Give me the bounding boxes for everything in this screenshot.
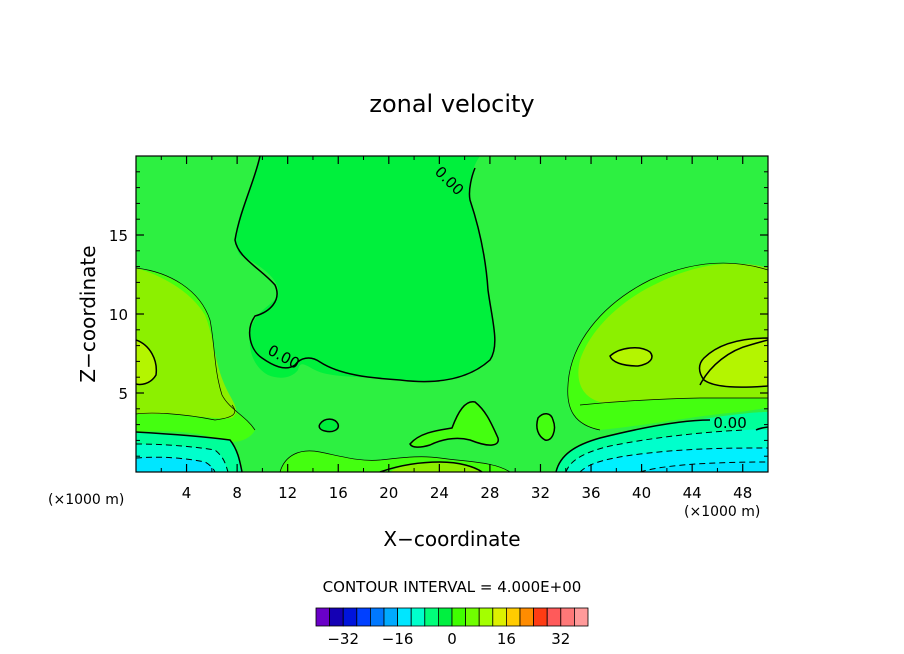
contour-line-zero-bottom <box>379 461 483 472</box>
colorbar-swatch <box>519 607 535 627</box>
colorbar-swatch <box>342 607 358 627</box>
colorbar-swatch <box>533 607 548 627</box>
colorbar-swatch <box>574 607 589 627</box>
x-tick-label: 44 <box>683 484 702 502</box>
contour-region-left-4-8 <box>136 268 237 419</box>
colorbar-swatch <box>478 607 494 627</box>
colorbar-swatch <box>410 607 426 627</box>
contour-line-bottom-mixed <box>279 450 511 472</box>
colorbar-tick-label: 0 <box>447 630 457 648</box>
contour-region-center <box>235 156 494 382</box>
colorbar-swatch <box>329 607 344 627</box>
colorbar-swatch <box>546 607 562 627</box>
x-tick-label: 16 <box>329 484 348 502</box>
x-tick-label: 24 <box>430 484 449 502</box>
colorbar-swatch <box>465 607 480 627</box>
x-axis-title: X−coordinate <box>383 527 520 551</box>
y-tick-label: 15 <box>109 227 128 245</box>
x-tick-label: 32 <box>531 484 550 502</box>
colorbar-swatch <box>424 607 439 627</box>
contour-line-neg-right-1 <box>565 429 746 472</box>
x-tick-label: 48 <box>733 484 752 502</box>
x-tick-label: 4 <box>182 484 192 502</box>
contour-line-pos8-right <box>579 397 768 406</box>
colorbar-swatch <box>315 607 331 627</box>
contour-region-right-8-12-b <box>610 347 652 366</box>
contour-region-island-b <box>536 413 555 441</box>
x-tick-label: 20 <box>379 484 398 502</box>
contour-interval-text: CONTOUR INTERVAL = 4.000E+00 <box>323 578 582 596</box>
x-tick-label: 12 <box>278 484 297 502</box>
colorbar-tick-label: −16 <box>382 630 414 648</box>
contour-line-pos4-right <box>567 262 768 431</box>
contour-line-pos8-left <box>136 404 236 421</box>
contour-region-right-neg-4 <box>640 462 768 472</box>
x-tick-label: 40 <box>632 484 651 502</box>
y-axis-title: Z−coordinate <box>76 245 100 382</box>
y-tick-label: 5 <box>118 385 128 403</box>
contour-line-zero-island-right <box>609 347 653 367</box>
contour-region-island-a <box>319 419 339 432</box>
colorbar-swatch <box>505 607 521 627</box>
contour-line-zero-right <box>699 339 768 386</box>
contour-region-left-8-12 <box>136 340 157 385</box>
contour-line-zero-island-left <box>136 339 158 386</box>
contour-line-zero-right-low <box>555 419 711 472</box>
colorbar-swatch <box>560 607 575 627</box>
contour-line-neg-left-2 <box>136 456 216 472</box>
x-tick-label: 28 <box>480 484 499 502</box>
colorbar-swatch <box>451 607 467 627</box>
colorbar-labels: −32 −16 0 16 32 <box>327 630 570 648</box>
y-axis-unit: (×1000 m) <box>48 492 124 508</box>
contour-line-neg-right-2 <box>579 447 768 472</box>
chart-title: zonal velocity <box>369 90 534 118</box>
colorbar-swatch <box>369 607 385 627</box>
colorbar-swatch <box>437 607 453 627</box>
contour-region-right-8-12-a <box>699 338 768 388</box>
colorbar-tick-label: 32 <box>551 630 570 648</box>
contour-line-zero-island-a <box>318 418 340 433</box>
colorbar-swatch <box>356 607 371 627</box>
contour-line-zero-left-low <box>136 431 243 472</box>
contour-line-zero-center <box>234 156 496 383</box>
colorbar-swatch <box>397 607 412 627</box>
contour-line-zero-island-right2 <box>698 337 768 388</box>
colorbar-swatch <box>492 607 507 627</box>
x-tick-label: 8 <box>232 484 242 502</box>
x-axis-ticks: 4 8 12 16 20 24 28 32 36 40 44 48 <box>160 156 752 502</box>
colorbar-swatch <box>383 607 399 627</box>
x-axis-unit: (×1000 m) <box>684 504 760 520</box>
contour-region-left-neg-3 <box>136 457 215 472</box>
contour-label: 0.00 <box>713 414 746 432</box>
colorbar-tick-label: −32 <box>327 630 359 648</box>
colorbar <box>315 607 589 627</box>
y-tick-label: 10 <box>109 306 128 324</box>
contour-lines <box>136 156 768 472</box>
y-axis-ticks: 5 10 15 <box>109 171 768 457</box>
contour-line-neg-left-1 <box>136 443 229 472</box>
x-tick-label: 36 <box>581 484 600 502</box>
colorbar-tick-label: 16 <box>497 630 516 648</box>
contour-line-zero-island <box>536 413 556 441</box>
contour-line-zero-mid <box>409 401 499 448</box>
contour-labels: 0.000.000.00 <box>265 163 747 432</box>
